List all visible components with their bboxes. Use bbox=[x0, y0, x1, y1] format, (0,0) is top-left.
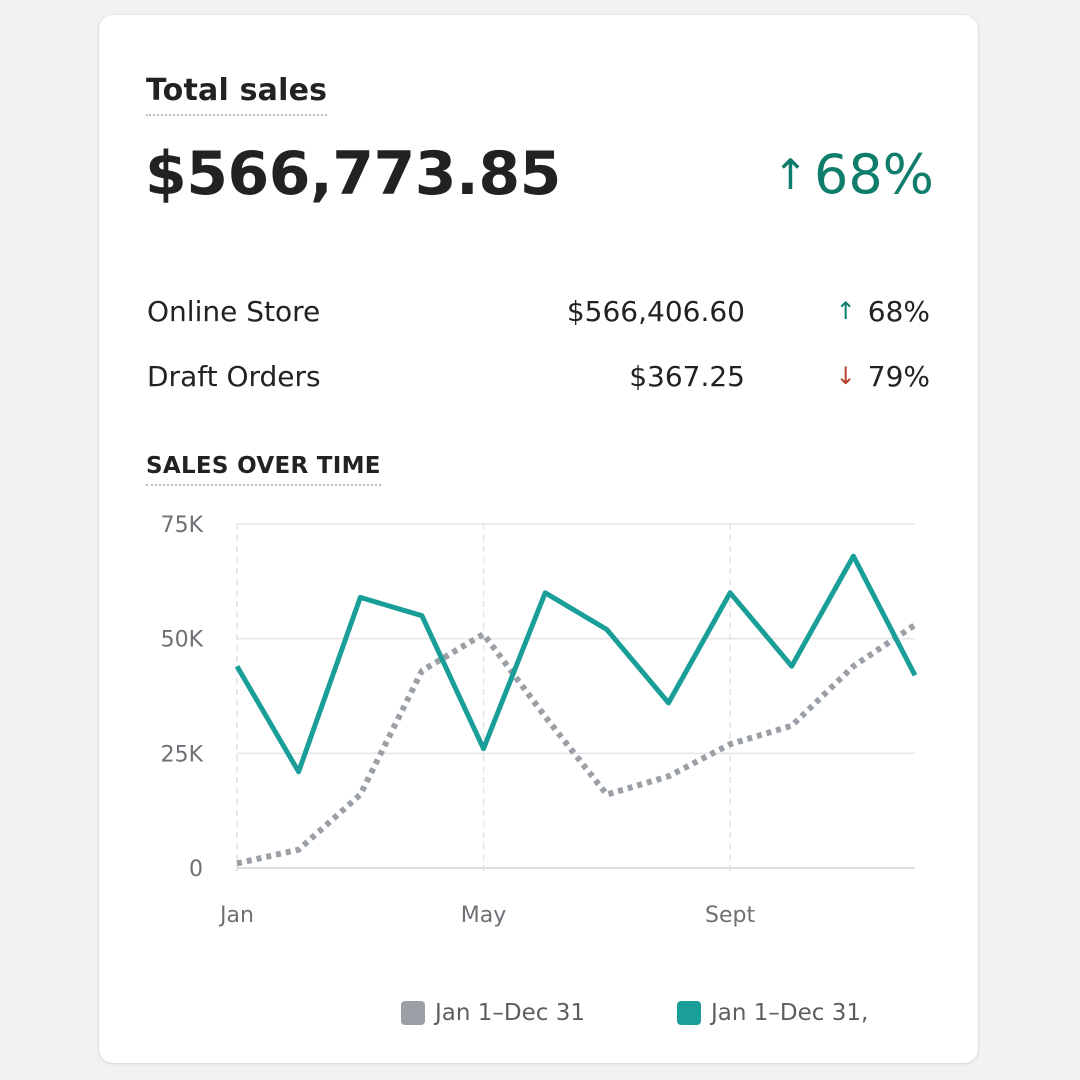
section-title-sales-over-time[interactable]: SALES OVER TIME bbox=[146, 453, 381, 486]
channel-row-draft-orders: Draft Orders $367.25 ↓ 79% bbox=[147, 356, 930, 396]
y-tick-label: 0 bbox=[189, 857, 203, 882]
data-point-current bbox=[538, 586, 552, 600]
channel-change-value: 68% bbox=[867, 294, 930, 328]
channel-amount: $566,406.60 bbox=[566, 294, 745, 328]
data-point-current bbox=[230, 659, 244, 673]
x-tick-label: Sept bbox=[705, 903, 755, 928]
arrow-up-icon: ↑ bbox=[772, 150, 808, 199]
legend-swatch-previous bbox=[401, 1001, 425, 1025]
data-point-previous bbox=[353, 788, 367, 802]
total-sales-value: $566,773.85 bbox=[145, 139, 561, 209]
card-title[interactable]: Total sales bbox=[146, 73, 328, 116]
y-tick-label: 50K bbox=[161, 628, 204, 653]
x-tick-label: May bbox=[461, 903, 506, 928]
data-point-current bbox=[661, 696, 675, 710]
arrow-up-icon: ↑ bbox=[835, 297, 856, 325]
data-point-previous bbox=[538, 710, 552, 724]
data-point-current bbox=[846, 549, 860, 563]
data-point-current bbox=[353, 590, 367, 604]
channel-row-online-store: Online Store $566,406.60 ↑ 68% bbox=[147, 291, 930, 331]
data-point-current bbox=[292, 765, 306, 779]
legend-label-current: Jan 1–Dec 31, bbox=[711, 1000, 869, 1026]
legend-item-current[interactable]: Jan 1–Dec 31, bbox=[677, 1000, 868, 1026]
data-point-current bbox=[908, 668, 922, 682]
chart-legend: Jan 1–Dec 31 Jan 1–Dec 31, bbox=[99, 1000, 978, 1036]
total-change-indicator: ↑ 68% bbox=[773, 143, 934, 206]
data-point-previous bbox=[661, 769, 675, 783]
y-tick-label: 25K bbox=[161, 742, 204, 767]
data-point-current bbox=[785, 659, 799, 673]
sales-over-time-chart[interactable]: 0 25K 50K 75K Jan May Sept bbox=[99, 15, 978, 1015]
arrow-down-icon: ↓ bbox=[835, 362, 856, 390]
data-point-previous bbox=[600, 788, 614, 802]
data-point-current bbox=[600, 622, 614, 636]
channel-change-value: 79% bbox=[867, 359, 930, 393]
data-point-previous bbox=[723, 737, 737, 751]
legend-label-previous: Jan 1–Dec 31 bbox=[435, 1000, 585, 1026]
channel-name: Online Store bbox=[147, 294, 321, 328]
x-tick-label: Jan bbox=[218, 903, 254, 928]
data-point-current bbox=[723, 586, 737, 600]
total-sales-card: Total sales $566,773.85 ↑ 68% Online Sto… bbox=[99, 15, 978, 1063]
legend-item-previous[interactable]: Jan 1–Dec 31 bbox=[401, 1000, 585, 1026]
data-point-current bbox=[477, 742, 491, 756]
channel-amount: $367.25 bbox=[629, 359, 745, 393]
data-point-previous bbox=[908, 618, 922, 632]
legend-swatch-current bbox=[677, 1001, 701, 1025]
series-line-current bbox=[234, 553, 918, 775]
data-point-previous bbox=[785, 719, 799, 733]
data-point-previous bbox=[477, 627, 491, 641]
channel-change: ↓ 79% bbox=[745, 360, 930, 393]
series-line-previous bbox=[236, 622, 917, 867]
y-tick-label: 75K bbox=[161, 513, 204, 538]
data-point-previous bbox=[230, 856, 244, 870]
data-point-previous bbox=[292, 843, 306, 857]
channel-change: ↑ 68% bbox=[745, 295, 930, 328]
data-point-current bbox=[415, 609, 429, 623]
total-change-value: 68% bbox=[813, 143, 934, 206]
data-point-previous bbox=[846, 659, 860, 673]
data-point-previous bbox=[415, 664, 429, 678]
channel-name: Draft Orders bbox=[147, 359, 321, 393]
